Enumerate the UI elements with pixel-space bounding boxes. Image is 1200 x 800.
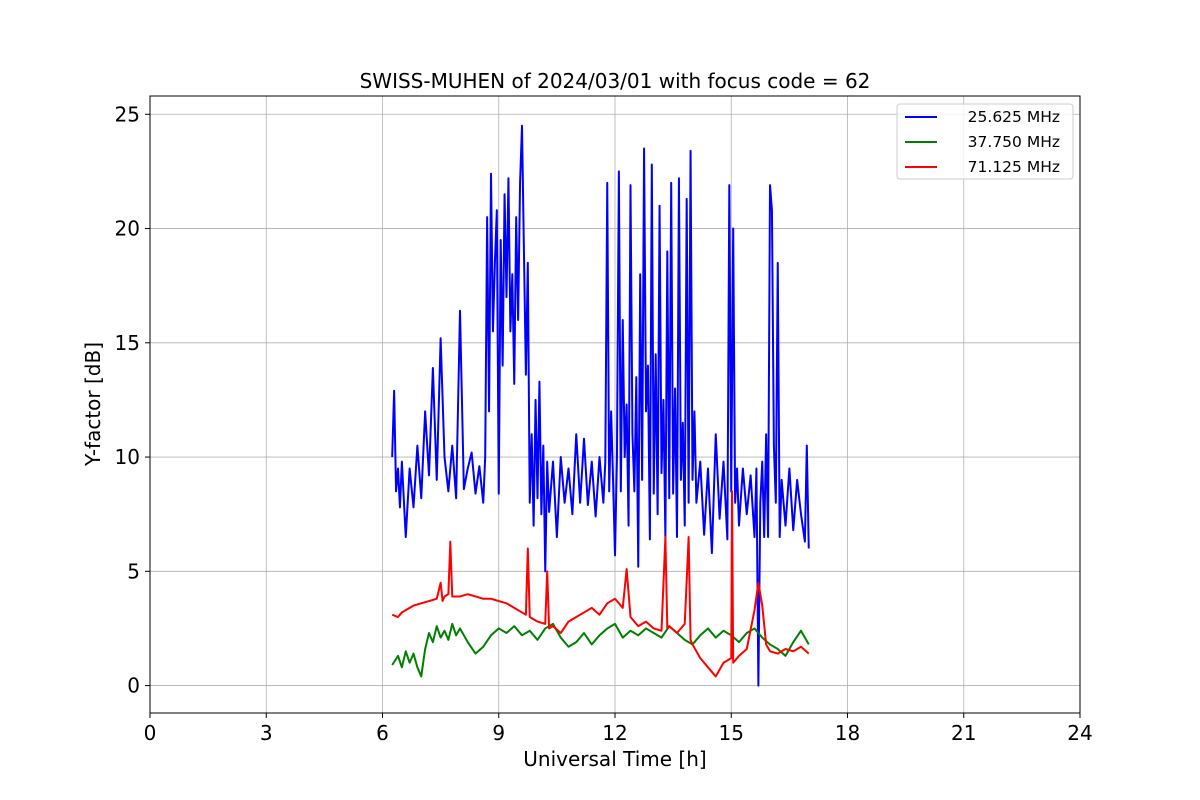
series-line-3 [391, 490, 810, 678]
grid [149, 96, 1081, 713]
y-tick-label: 0 [127, 674, 140, 698]
legend-label-2: 37.750 MHz [968, 133, 1060, 151]
y-tick-label: 25 [115, 102, 140, 126]
x-tick-label: 15 [719, 721, 744, 745]
x-tick-label: 6 [376, 721, 389, 745]
x-tick-label: 9 [492, 721, 505, 745]
y-axis-label: Y-factor [dB] [81, 342, 105, 467]
y-tick-label: 10 [115, 445, 140, 469]
x-axis: 0 3 6 9 12 15 18 21 24 [144, 713, 1093, 745]
y-tick-label: 15 [115, 331, 140, 355]
y-tick-label: 5 [127, 559, 140, 583]
y-tick-label: 20 [115, 217, 140, 241]
x-axis-label: Universal Time [h] [523, 747, 706, 771]
chart-title: SWISS-MUHEN of 2024/03/01 with focus cod… [360, 69, 871, 93]
x-tick-label: 24 [1067, 721, 1092, 745]
x-tick-label: 21 [951, 721, 976, 745]
series-line-2 [391, 622, 810, 678]
legend-label-1: 25.625 MHz [968, 108, 1060, 126]
legend-label-3: 71.125 MHz [968, 158, 1060, 176]
legend: 25.625 MHz 37.750 MHz 71.125 MHz [896, 103, 1074, 180]
series-line-1 [391, 124, 810, 687]
x-tick-label: 18 [835, 721, 860, 745]
x-tick-label: 0 [144, 721, 157, 745]
legend-box [896, 103, 1074, 180]
x-tick-label: 12 [602, 721, 627, 745]
y-axis: 0 5 10 15 20 25 [115, 102, 150, 698]
x-tick-label: 3 [260, 721, 273, 745]
series-group [391, 124, 810, 687]
